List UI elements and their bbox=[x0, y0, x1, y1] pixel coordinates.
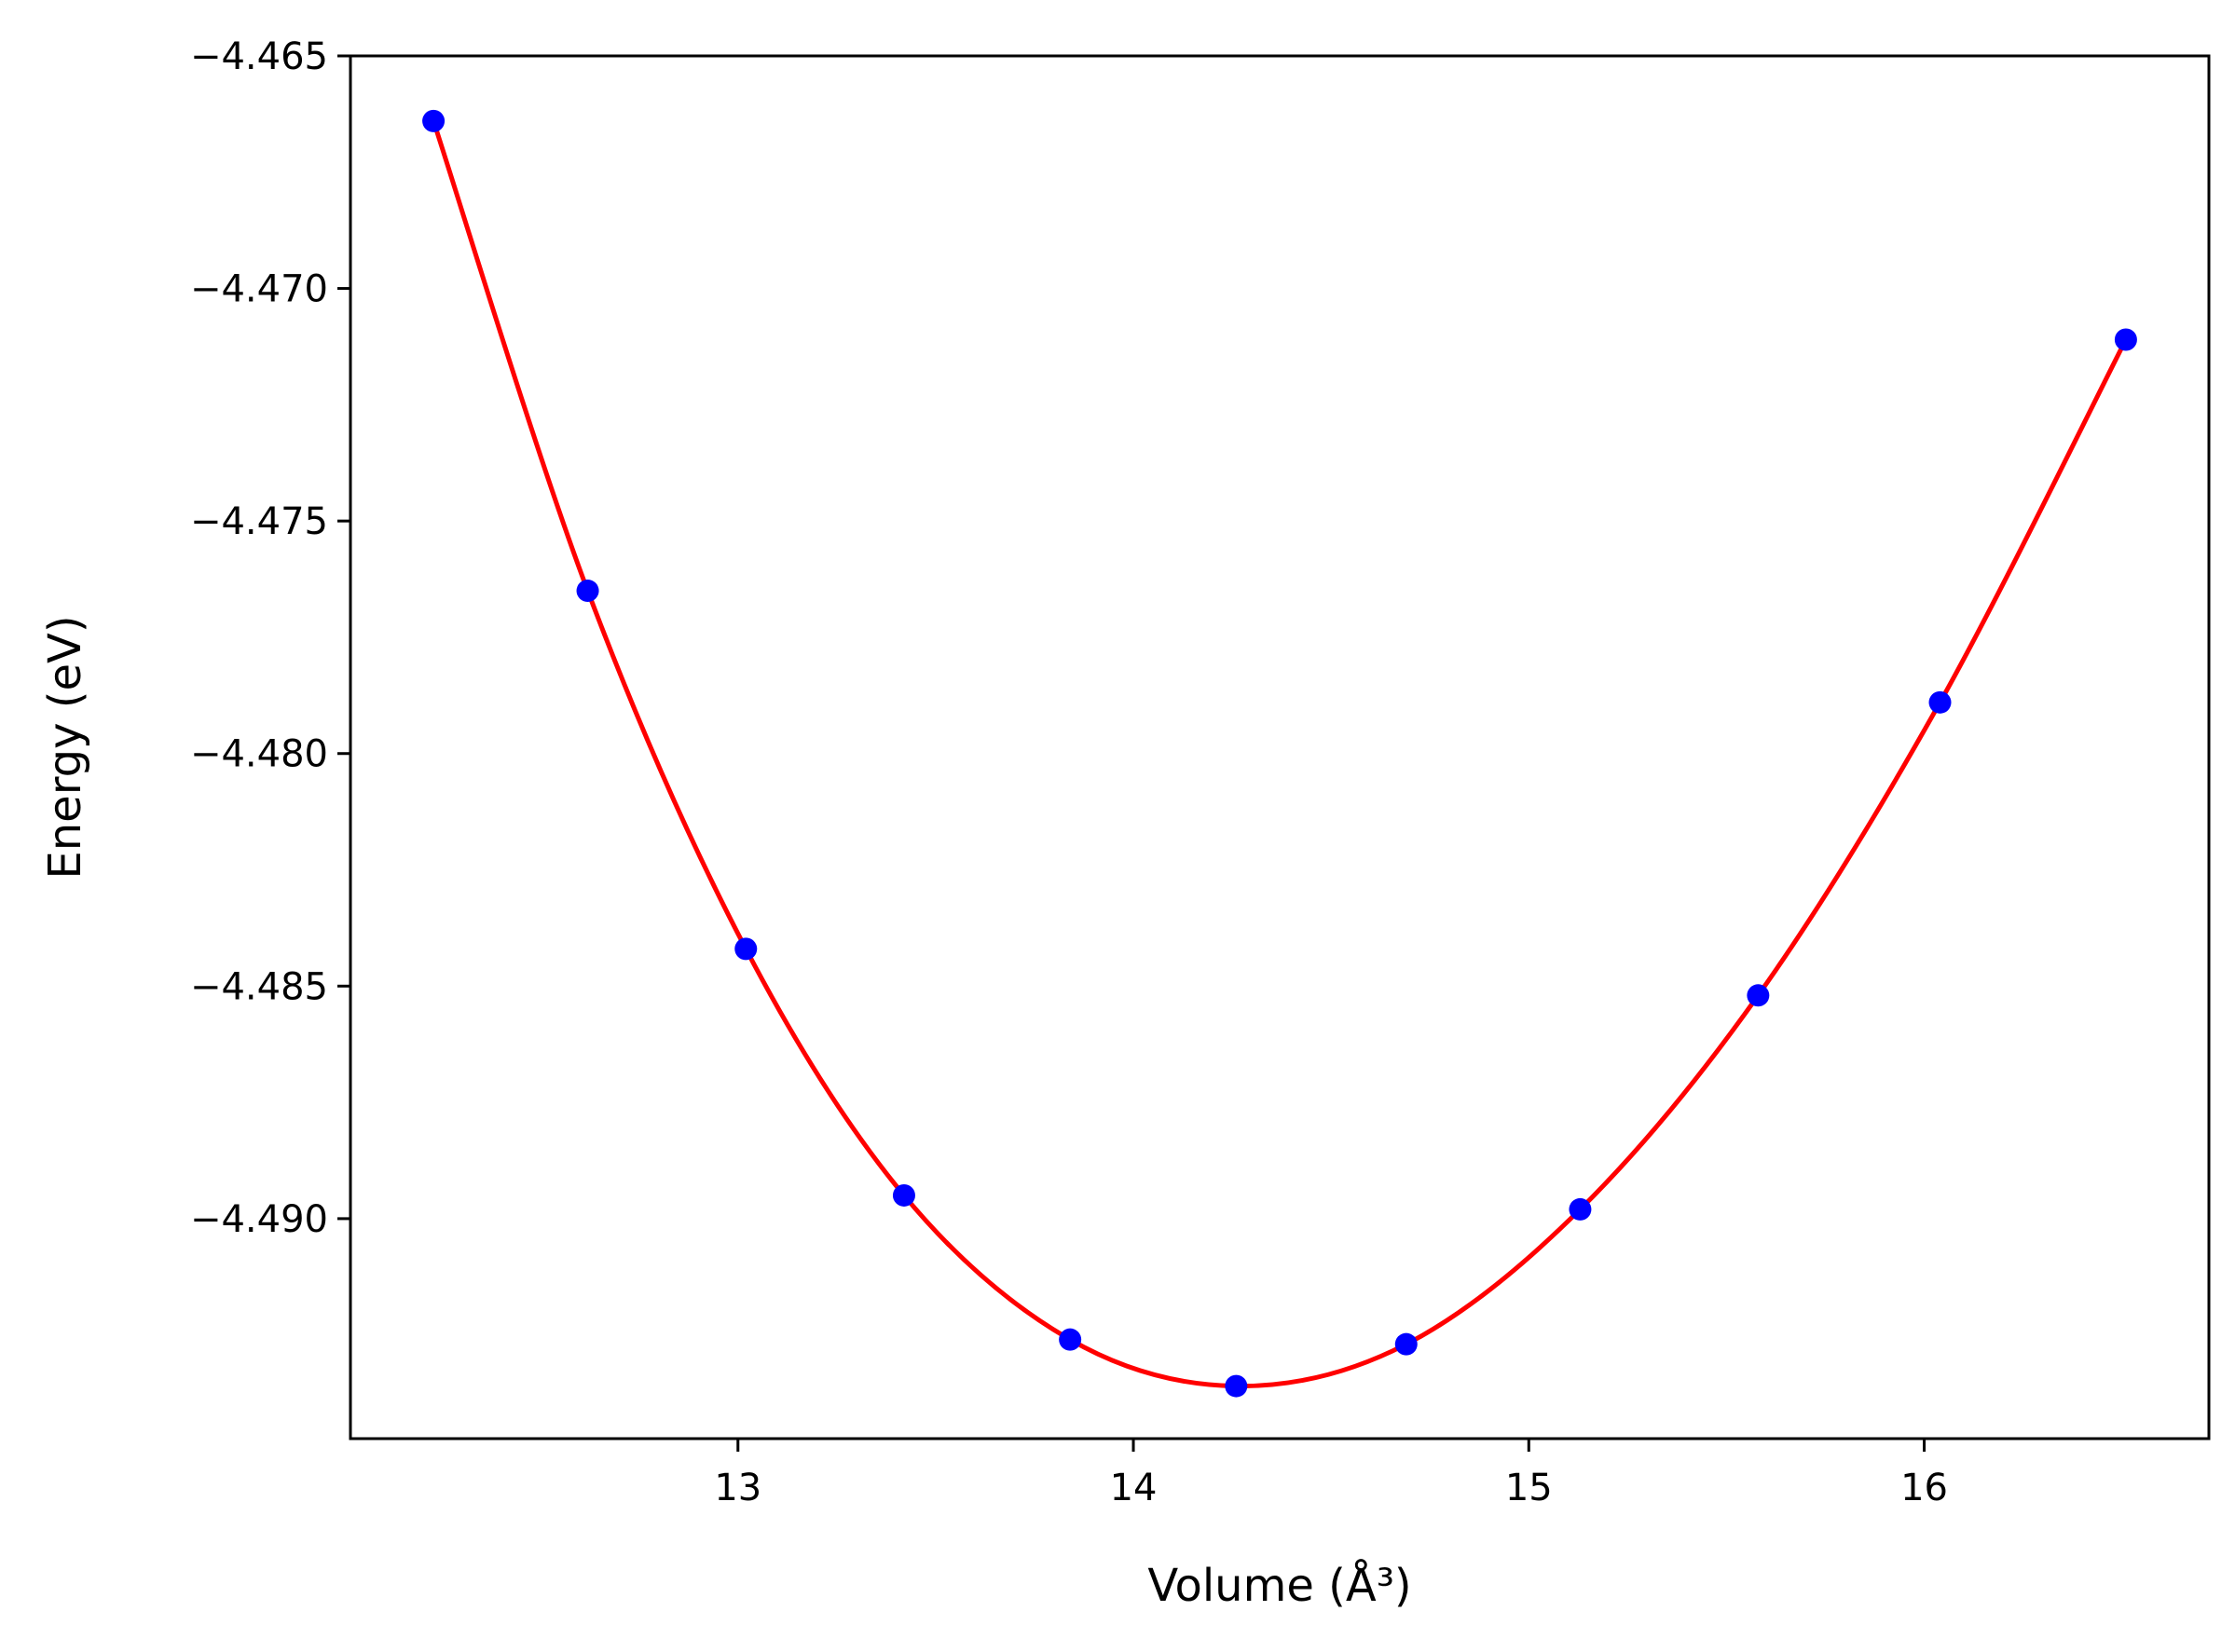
data-point-8 bbox=[1569, 1197, 1592, 1221]
data-point-1 bbox=[422, 109, 446, 132]
y-tick-label: −4.475 bbox=[190, 500, 328, 543]
x-tick-label: 16 bbox=[1900, 1467, 1948, 1509]
data-point-5 bbox=[1059, 1328, 1082, 1351]
y-axis-label: Energy (eV) bbox=[39, 615, 91, 879]
data-point-4 bbox=[892, 1183, 915, 1207]
x-tick-label: 14 bbox=[1110, 1467, 1158, 1509]
plot-area bbox=[422, 109, 2137, 1398]
data-point-10 bbox=[1928, 690, 1952, 714]
data-point-3 bbox=[734, 937, 758, 961]
data-point-11 bbox=[2114, 328, 2137, 351]
axes: 13 14 15 16 −4.465 −4.470 −4.475 −4.480 −4.485 −4… bbox=[190, 35, 2211, 1509]
x-tick-label: 15 bbox=[1505, 1467, 1553, 1509]
y-tick-label: −4.480 bbox=[190, 733, 328, 776]
data-point-2 bbox=[576, 580, 599, 603]
plot-frame bbox=[349, 54, 2211, 1440]
y-tick-label: −4.465 bbox=[190, 35, 328, 78]
fit-curve bbox=[431, 120, 2129, 1389]
data-point-6 bbox=[1225, 1374, 1248, 1398]
y-tick-label: −4.490 bbox=[190, 1198, 328, 1241]
data-point-9 bbox=[1747, 984, 1770, 1007]
y-tick-label: −4.470 bbox=[190, 268, 328, 311]
y-tick-label: −4.485 bbox=[190, 965, 328, 1008]
x-axis-label: Volume (Å³) bbox=[1147, 1559, 1411, 1612]
data-point-7 bbox=[1394, 1332, 1418, 1356]
x-tick-label: 13 bbox=[714, 1467, 761, 1509]
